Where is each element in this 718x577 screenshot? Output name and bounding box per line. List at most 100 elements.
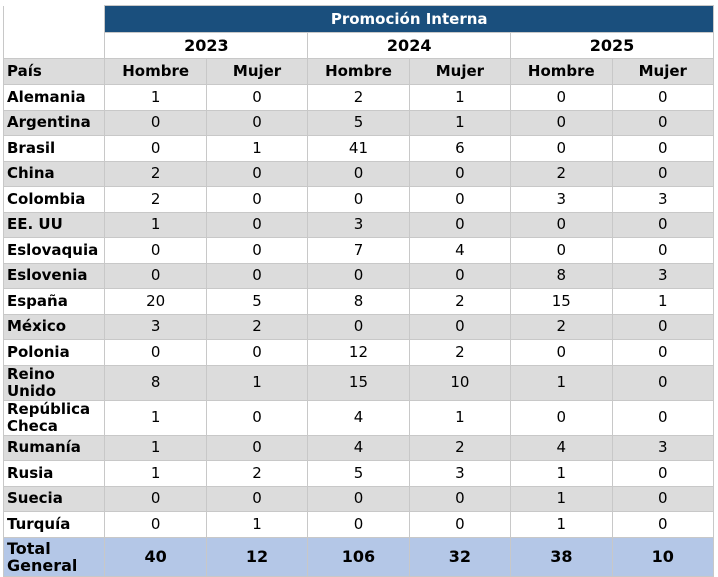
country-cell: Colombia [2, 186, 106, 213]
count-cell: 0 [205, 262, 309, 289]
country-cell: Argentina [2, 109, 106, 136]
count-cell: 0 [611, 460, 715, 487]
count-cell: 0 [307, 511, 410, 538]
count-cell: 0 [611, 399, 715, 436]
count-cell: 12 [307, 339, 410, 366]
count-cell: 1 [104, 211, 207, 238]
data-row: Brasil 0 1 41 6 0 0 [2, 135, 715, 162]
count-cell: 4 [510, 434, 613, 461]
count-cell: 3 [307, 211, 410, 238]
count-cell: 2 [104, 160, 207, 187]
total-cell: 32 [408, 536, 512, 577]
title-row: Promoción Interna [2, 5, 714, 59]
count-cell: 1 [104, 399, 207, 436]
count-cell: 1 [510, 511, 613, 538]
count-cell: 0 [307, 313, 410, 340]
count-cell: 15 [510, 288, 613, 315]
count-cell: 1 [205, 364, 309, 401]
count-cell: 3 [510, 186, 613, 213]
count-cell: 2 [307, 84, 410, 111]
count-cell: 0 [205, 339, 309, 366]
total-cell: 10 [611, 536, 715, 577]
country-cell: Alemania [2, 84, 106, 111]
count-cell: 8 [307, 288, 410, 315]
total-row: Total General 40 12 106 32 38 10 [2, 536, 715, 577]
count-cell: 0 [205, 186, 309, 213]
count-cell: 3 [611, 434, 715, 461]
count-cell: 0 [510, 109, 613, 136]
count-cell: 0 [611, 364, 715, 401]
count-cell: 1 [408, 399, 512, 436]
count-cell: 0 [611, 160, 715, 187]
count-cell: 0 [611, 339, 715, 366]
count-cell: 0 [205, 485, 309, 512]
count-cell: 0 [408, 186, 512, 213]
count-cell: 20 [104, 288, 207, 315]
year-row: 2023 2024 2025 [4, 32, 714, 59]
count-cell: 0 [104, 237, 207, 264]
data-row: China 2 0 0 0 2 0 [2, 160, 715, 187]
country-cell: Rumanía [2, 434, 106, 461]
gender-header: Hombre [510, 58, 613, 85]
country-cell: Turquía [2, 511, 106, 538]
table-body: Promoción Interna 2023 2024 2025 País Hombre… [2, 5, 715, 577]
count-cell: 1 [408, 109, 512, 136]
count-cell: 0 [408, 313, 512, 340]
country-cell: Eslovenia [2, 262, 106, 289]
table-title: Promoción Interna [104, 5, 714, 33]
count-cell: 0 [510, 339, 613, 366]
data-row: Reino Unido 8 1 15 10 1 0 [2, 364, 715, 401]
count-cell: 0 [104, 262, 207, 289]
gender-header: Hombre [307, 58, 410, 85]
count-cell: 1 [104, 460, 207, 487]
count-cell: 0 [408, 211, 512, 238]
country-cell: Reino Unido [2, 364, 106, 401]
country-cell: México [2, 313, 106, 340]
total-cell: 38 [510, 536, 613, 577]
count-cell: 0 [611, 211, 715, 238]
count-cell: 7 [307, 237, 410, 264]
count-cell: 1 [205, 511, 309, 538]
count-cell: 0 [611, 485, 715, 512]
count-cell: 0 [205, 399, 309, 436]
count-cell: 0 [611, 313, 715, 340]
count-cell: 0 [307, 186, 410, 213]
data-row: Argentina 0 0 5 1 0 0 [2, 109, 715, 136]
gender-header: Mujer [611, 58, 715, 85]
count-cell: 0 [510, 84, 613, 111]
count-cell: 0 [205, 109, 309, 136]
data-row: España 20 5 8 2 15 1 [2, 288, 715, 315]
country-header: País [2, 58, 106, 85]
country-cell: España [2, 288, 106, 315]
count-cell: 1 [510, 364, 613, 401]
count-cell: 4 [307, 399, 410, 436]
year-header: 2023 [104, 32, 309, 59]
country-cell: EE. UU [2, 211, 106, 238]
count-cell: 3 [611, 186, 715, 213]
count-cell: 2 [205, 313, 309, 340]
data-row: Alemania 1 0 2 1 0 0 [2, 84, 715, 111]
count-cell: 5 [307, 460, 410, 487]
count-cell: 0 [510, 399, 613, 436]
corner-cell [2, 5, 106, 59]
count-cell: 3 [104, 313, 207, 340]
count-cell: 0 [408, 262, 512, 289]
year-header: 2024 [307, 32, 512, 59]
count-cell: 0 [104, 485, 207, 512]
count-cell: 1 [510, 460, 613, 487]
data-row: Polonia 0 0 12 2 0 0 [2, 339, 715, 366]
count-cell: 6 [408, 135, 512, 162]
count-cell: 15 [307, 364, 410, 401]
count-cell: 10 [408, 364, 512, 401]
count-cell: 0 [408, 511, 512, 538]
count-cell: 0 [205, 237, 309, 264]
gender-header: Mujer [205, 58, 309, 85]
count-cell: 0 [104, 109, 207, 136]
data-row: EE. UU 1 0 3 0 0 0 [2, 211, 715, 238]
data-row: Turquía 0 1 0 0 1 0 [2, 511, 715, 538]
data-row: Rumanía 1 0 4 2 4 3 [2, 434, 715, 461]
count-cell: 0 [205, 84, 309, 111]
total-cell: 12 [205, 536, 309, 577]
count-cell: 0 [611, 511, 715, 538]
count-cell: 2 [408, 434, 512, 461]
